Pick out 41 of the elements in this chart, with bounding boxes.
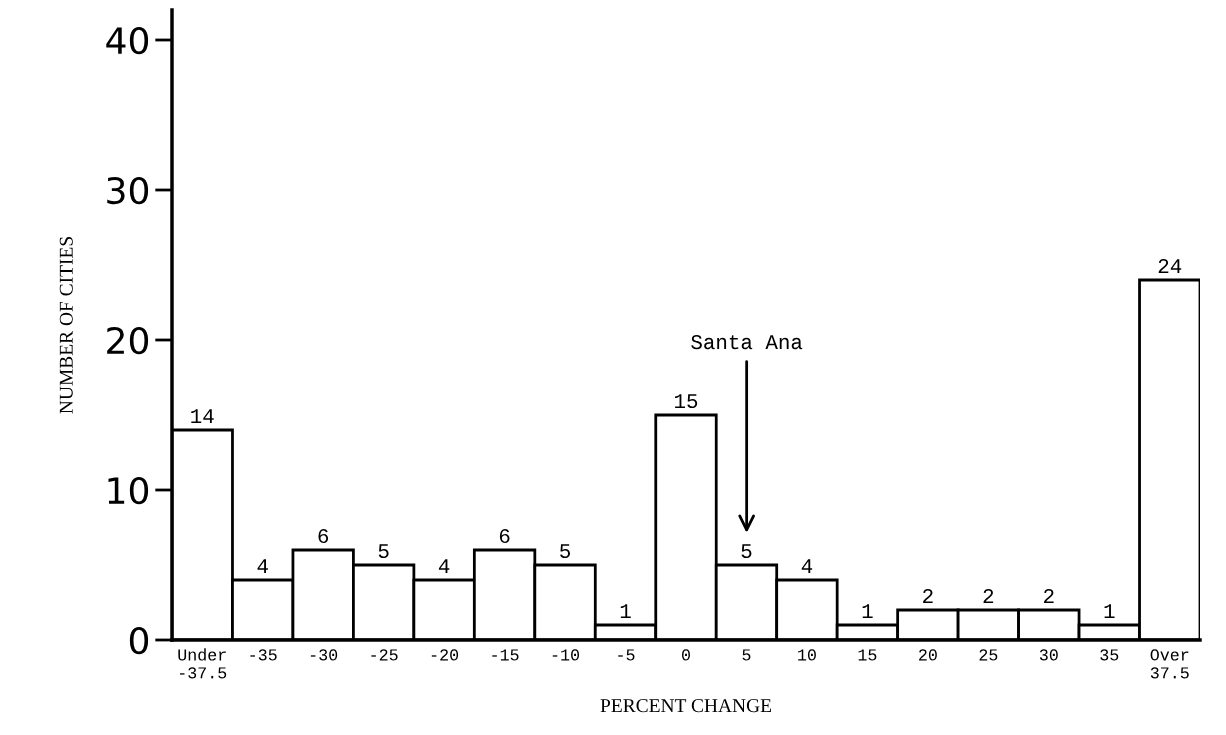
data-label: 5 [378,544,389,559]
data-label: 24 [1158,258,1182,273]
x-tick-label: -35 [250,649,277,661]
x-tick-label: 0 [682,649,690,661]
data-label: 6 [318,528,329,544]
y-tick-label: 20 [107,326,149,355]
data-label: 2 [1044,588,1054,603]
annotation: Santa Ana [691,335,803,350]
data-label: 5 [741,544,752,559]
y-tick-label: 10 [108,476,149,505]
x-tick-label: -15 [492,649,519,661]
data-label: 1 [620,604,631,618]
data-label: 15 [675,394,698,409]
y-tick-label: 40 [106,26,149,55]
data-label: 1 [1104,604,1115,618]
x-tick-label: 35 [1100,649,1119,661]
x-tick-label: -25 [371,649,398,661]
y-tick-label: 30 [107,176,149,205]
data-label: 14 [191,409,214,423]
x-tick-label: Over 37.5 [1150,649,1189,679]
data-label: 5 [560,544,570,559]
x-tick-label: -30 [310,649,338,661]
x-tick-label: 25 [979,649,998,661]
data-label: 1 [862,604,873,618]
x-tick-label: -5 [618,649,635,661]
x-tick-label: 30 [1039,649,1058,661]
x-tick-label: 5 [742,649,751,661]
data-label: 4 [801,559,813,573]
y-axis-title: NUMBER OF CITIES [59,237,73,414]
x-tick-label: Under -37.5 [178,648,227,679]
x-tick-label: -20 [431,649,459,661]
data-label: 4 [257,559,268,573]
data-label: 6 [499,528,510,544]
data-label: 4 [438,559,450,573]
x-axis-title: PERCENT CHANGE [600,699,772,713]
x-tick-label: -10 [552,649,580,661]
data-label: 2 [983,588,994,603]
data-label: 2 [923,588,933,603]
x-tick-label: 15 [858,649,877,661]
x-tick-label: 10 [798,649,816,661]
x-tick-label: 20 [919,649,937,661]
